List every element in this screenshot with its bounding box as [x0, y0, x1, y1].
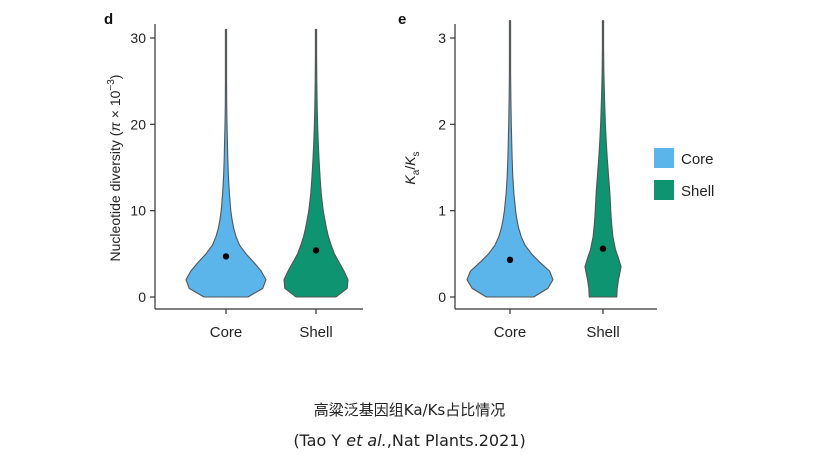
legend-label-core: Core — [681, 151, 714, 168]
x-tick-label-d-core: Core — [210, 324, 243, 341]
mean-dot-e-core — [506, 256, 514, 264]
x-tick-label-e-shell: Shell — [586, 324, 619, 341]
panel-e-ylabel: Ka/Ks — [402, 151, 422, 184]
violin-e-shell — [584, 20, 622, 298]
legend: Core Shell — [654, 148, 714, 200]
y-tick-label-e: 0 — [438, 289, 446, 305]
panel-d-label: d — [104, 11, 113, 28]
y-tick-label-e: 3 — [438, 30, 446, 46]
legend-swatch-core — [654, 148, 674, 168]
y-tick-label-d: 10 — [130, 203, 146, 219]
violin-d-core — [185, 28, 267, 298]
figure-caption-citation: (Tao Y et al.,Nat Plants.2021) — [293, 431, 526, 450]
panel-e-chart: e Ka/Ks 0 1 2 3 Core Shell — [398, 11, 657, 341]
panel-d-ylabel: Nucleotide diversity (π × 10−3) — [106, 75, 123, 262]
y-tick-label-d: 0 — [138, 289, 146, 305]
violin-d-shell — [283, 28, 349, 298]
figure-caption-title: 高粱泛基因组Ka/Ks占比情况 — [313, 401, 506, 419]
panel-d-chart: d Nucleotide diversity (π × 10−3) 0 10 20 3… — [104, 11, 363, 341]
panel-e-label: e — [398, 11, 406, 28]
y-tick-label-d: 20 — [130, 116, 146, 132]
x-tick-label-e-core: Core — [494, 324, 527, 341]
legend-label-shell: Shell — [681, 183, 714, 200]
violin-e-core — [466, 20, 554, 298]
x-tick-label-d-shell: Shell — [299, 324, 332, 341]
mean-dot-d-shell — [312, 247, 320, 254]
y-tick-label-e: 1 — [438, 203, 446, 219]
y-tick-label-e: 2 — [438, 116, 446, 132]
mean-dot-d-core — [222, 253, 230, 260]
legend-swatch-shell — [654, 180, 674, 200]
mean-dot-e-shell — [599, 245, 607, 252]
y-tick-label-d: 30 — [130, 30, 146, 46]
